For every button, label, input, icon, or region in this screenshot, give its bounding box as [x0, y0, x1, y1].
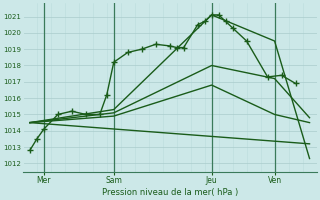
X-axis label: Pression niveau de la mer( hPa ): Pression niveau de la mer( hPa ) — [101, 188, 238, 197]
